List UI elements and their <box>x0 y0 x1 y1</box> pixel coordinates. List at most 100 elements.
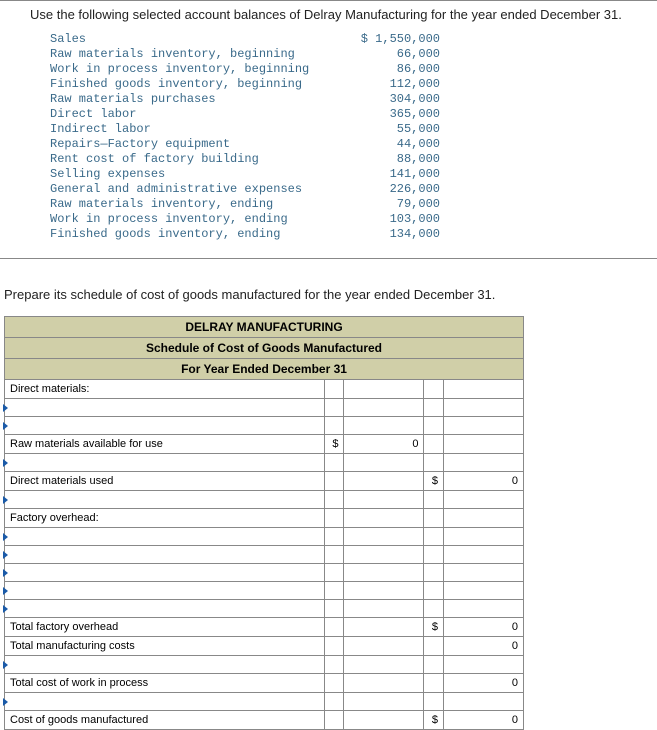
cell-input[interactable] <box>344 380 424 399</box>
cell-input[interactable] <box>444 399 524 417</box>
row-input[interactable] <box>5 546 325 564</box>
cell-input[interactable] <box>424 491 444 509</box>
row-input[interactable] <box>5 582 325 600</box>
cell-input[interactable] <box>444 491 524 509</box>
cell-input[interactable] <box>324 618 344 637</box>
cell-input[interactable] <box>324 674 344 693</box>
cell-input[interactable] <box>444 564 524 582</box>
cell-input[interactable] <box>424 380 444 399</box>
row-factory-oh[interactable]: Factory overhead: <box>5 509 325 528</box>
row-input[interactable] <box>5 528 325 546</box>
cell-input[interactable] <box>324 693 344 711</box>
balance-label: Direct labor <box>50 107 330 122</box>
cell-input[interactable] <box>444 454 524 472</box>
balance-row: Raw materials inventory, ending79,000 <box>50 197 657 212</box>
cell-input[interactable] <box>444 435 524 454</box>
cell-input[interactable] <box>344 637 424 656</box>
row-total-foh[interactable]: Total factory overhead <box>5 618 325 637</box>
cell-input[interactable] <box>344 693 424 711</box>
row-input[interactable] <box>5 656 325 674</box>
cell-input[interactable] <box>344 399 424 417</box>
cell-input[interactable] <box>424 600 444 618</box>
row-total-cwip[interactable]: Total cost of work in process <box>5 674 325 693</box>
balance-row: Direct labor365,000 <box>50 107 657 122</box>
balance-label: Repairs—Factory equipment <box>50 137 330 152</box>
balance-label: General and administrative expenses <box>50 182 330 197</box>
cell-input[interactable] <box>344 711 424 730</box>
row-cogm[interactable]: Cost of goods manufactured <box>5 711 325 730</box>
cell-input[interactable] <box>444 693 524 711</box>
cell-input[interactable] <box>424 693 444 711</box>
cell-input[interactable] <box>424 509 444 528</box>
cell-input[interactable] <box>344 417 424 435</box>
cell-input[interactable] <box>324 582 344 600</box>
cell-input[interactable] <box>344 528 424 546</box>
balance-label: Raw materials inventory, ending <box>50 197 330 212</box>
row-input[interactable] <box>5 564 325 582</box>
cell-input[interactable] <box>424 417 444 435</box>
cell-input[interactable] <box>444 656 524 674</box>
cell-input[interactable] <box>424 546 444 564</box>
row-input[interactable] <box>5 417 325 435</box>
cell-input[interactable] <box>324 600 344 618</box>
balance-value: 44,000 <box>330 137 440 152</box>
row-input[interactable] <box>5 454 325 472</box>
cell-input[interactable] <box>424 656 444 674</box>
cell-input[interactable] <box>324 656 344 674</box>
cell-input[interactable] <box>424 637 444 656</box>
row-raw-avail[interactable]: Raw materials available for use <box>5 435 325 454</box>
row-input[interactable] <box>5 399 325 417</box>
row-dir-mat-used[interactable]: Direct materials used <box>5 472 325 491</box>
cell-input[interactable] <box>424 399 444 417</box>
cell-input[interactable] <box>344 618 424 637</box>
cell-input[interactable] <box>344 546 424 564</box>
row-direct-materials[interactable]: Direct materials: <box>5 380 325 399</box>
cell-input[interactable] <box>444 528 524 546</box>
cell-input[interactable] <box>324 509 344 528</box>
balance-value: 112,000 <box>330 77 440 92</box>
cell-input[interactable] <box>324 454 344 472</box>
cell-input[interactable] <box>344 600 424 618</box>
cell-input[interactable] <box>324 564 344 582</box>
cell-value: 0 <box>444 472 524 491</box>
cell-input[interactable] <box>444 417 524 435</box>
row-total-mfg[interactable]: Total manufacturing costs <box>5 637 325 656</box>
balance-label: Finished goods inventory, beginning <box>50 77 330 92</box>
cell-input[interactable] <box>344 674 424 693</box>
cell-input[interactable] <box>344 491 424 509</box>
cell-input[interactable] <box>324 546 344 564</box>
row-input[interactable] <box>5 693 325 711</box>
row-input[interactable] <box>5 491 325 509</box>
cell-input[interactable] <box>324 380 344 399</box>
cell-input[interactable] <box>424 582 444 600</box>
row-input[interactable] <box>5 600 325 618</box>
cell-input[interactable] <box>344 564 424 582</box>
cell-input[interactable] <box>324 399 344 417</box>
cell-input[interactable] <box>324 528 344 546</box>
cell-input[interactable] <box>344 509 424 528</box>
cell-input[interactable] <box>344 454 424 472</box>
balance-value: 365,000 <box>330 107 440 122</box>
cell-input[interactable] <box>324 417 344 435</box>
cell-input[interactable] <box>444 380 524 399</box>
balance-value: 141,000 <box>330 167 440 182</box>
cell-input[interactable] <box>344 472 424 491</box>
cell-input[interactable] <box>444 582 524 600</box>
cell-input[interactable] <box>424 528 444 546</box>
balance-row: Repairs—Factory equipment44,000 <box>50 137 657 152</box>
balance-row: Work in process inventory, ending103,000 <box>50 212 657 227</box>
cell-input[interactable] <box>444 600 524 618</box>
cell-input[interactable] <box>444 509 524 528</box>
cell-input[interactable] <box>424 435 444 454</box>
cell-input[interactable] <box>324 472 344 491</box>
balance-label: Selling expenses <box>50 167 330 182</box>
cell-input[interactable] <box>424 564 444 582</box>
cell-input[interactable] <box>324 711 344 730</box>
cell-input[interactable] <box>324 491 344 509</box>
cell-input[interactable] <box>424 454 444 472</box>
cell-input[interactable] <box>424 674 444 693</box>
cell-input[interactable] <box>344 656 424 674</box>
cell-input[interactable] <box>344 582 424 600</box>
cell-input[interactable] <box>444 546 524 564</box>
cell-input[interactable] <box>324 637 344 656</box>
